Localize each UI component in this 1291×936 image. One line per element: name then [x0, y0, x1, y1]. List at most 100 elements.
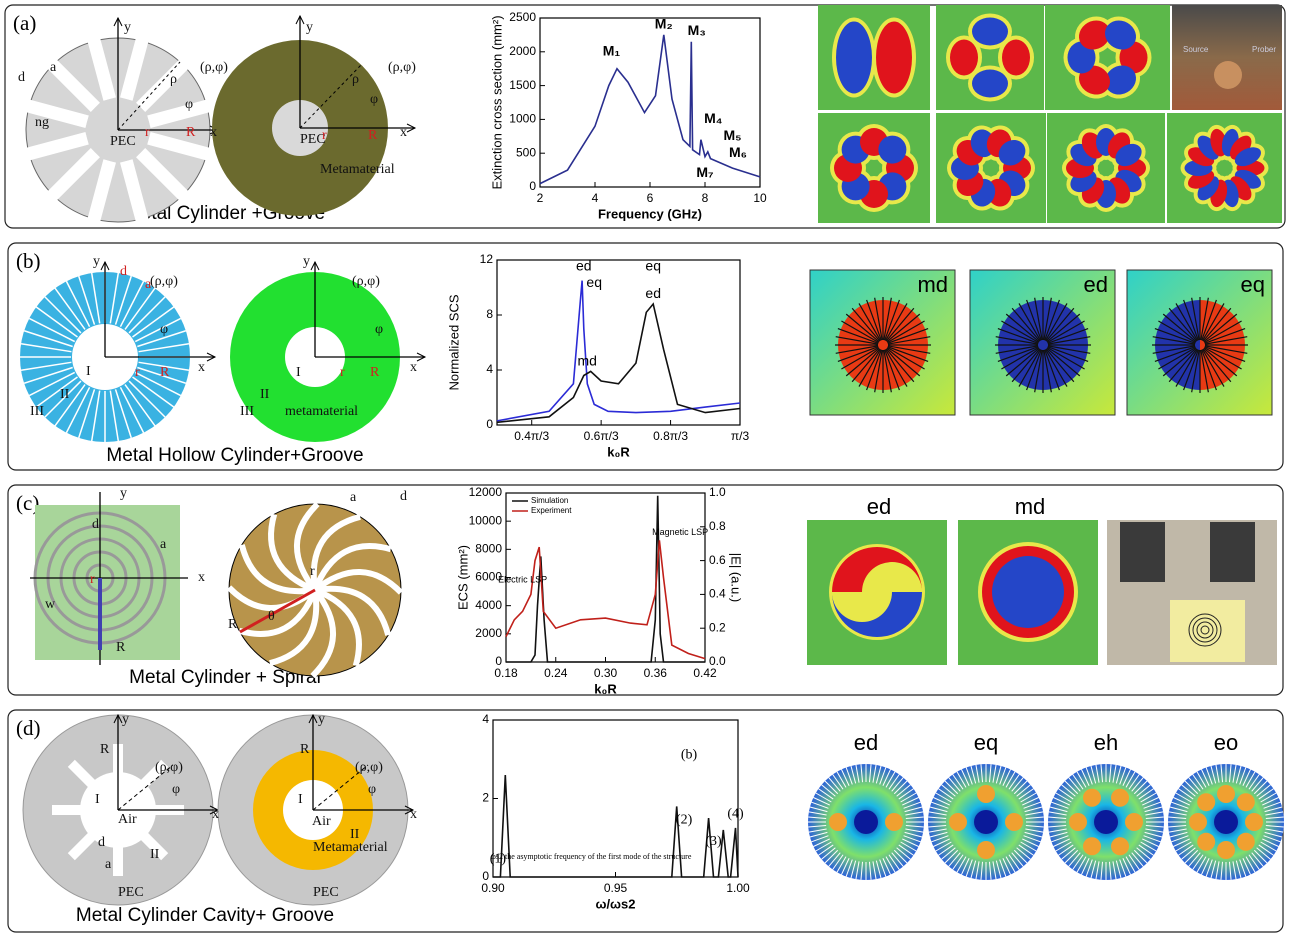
diagram-label: r [135, 365, 140, 380]
field-label: ed [1084, 272, 1108, 297]
field-lobe [1069, 813, 1087, 831]
field-label: eo [1214, 730, 1238, 755]
diagram-label: Metamaterial [313, 840, 388, 855]
field-lobe [950, 40, 978, 76]
diagram-label: I [298, 792, 303, 807]
field-lobe [972, 70, 1008, 98]
diagram-label: (ρ,φ) [352, 274, 380, 289]
annotation: (3) [705, 834, 722, 849]
x-tick-label: 4 [592, 191, 599, 205]
x-tick-label: 8 [702, 191, 709, 205]
diagram-label: (ρ,φ) [388, 60, 416, 75]
caption: Metal Cylinder Cavity+ Groove [76, 905, 334, 926]
field-core [974, 810, 998, 834]
diagram-label: y [124, 20, 131, 35]
field-lobe [1002, 40, 1030, 76]
annotation: M₁ [603, 43, 621, 59]
annotation: Electric LSP [498, 575, 547, 585]
x-tick-label: π/3 [731, 429, 750, 443]
field-lobe [1111, 789, 1129, 807]
y-tick-label: 0 [486, 417, 493, 431]
y2-tick-label: 0.8 [709, 519, 726, 533]
field-label: eq [974, 730, 998, 755]
diagram-label: x [410, 807, 417, 822]
field-lobe [1245, 813, 1263, 831]
x-tick-label: 0.6π/3 [584, 429, 619, 443]
diagram-label: metamaterial [285, 404, 358, 419]
x-axis-label: k₀R [594, 681, 617, 696]
diagram-label: R [186, 125, 196, 140]
field-lobe [1197, 833, 1215, 851]
diagram-label: x [198, 570, 205, 585]
diagram-label: r [322, 128, 327, 143]
diagram-label: φ [185, 97, 193, 112]
annotation: md [578, 352, 597, 368]
y-tick-label: 2 [482, 791, 489, 805]
field-label: ed [854, 730, 878, 755]
annotation: ed [645, 285, 661, 301]
x-axis-label: ω/ωs2 [595, 896, 635, 911]
diagram-label: III [240, 404, 254, 419]
diagram-label: r [145, 125, 150, 140]
field-lobe [1125, 813, 1143, 831]
x-tick-label: 0.36 [644, 666, 668, 680]
diagram-label: I [86, 364, 91, 379]
diagram-label: φ [172, 782, 180, 797]
diagram-label: a [50, 60, 57, 75]
diagram-label: II [150, 847, 160, 862]
diagram-label: II [260, 387, 270, 402]
figure: (a)(b)(c)(d)Metal Cylinder +GrooveMetal … [0, 0, 1291, 936]
photo [1172, 5, 1282, 110]
diagram-label: φ [160, 322, 168, 337]
x-tick-label: 10 [753, 191, 767, 205]
x-tick-label: 0.8π/3 [653, 429, 688, 443]
field-label: ed [867, 494, 891, 519]
diagram-label: a [350, 490, 357, 505]
y-tick-label: 1500 [509, 78, 536, 92]
diagram-label: ng [35, 115, 49, 130]
field-core [854, 810, 878, 834]
field-lobe [1217, 841, 1235, 859]
diagram-label: w [45, 597, 56, 612]
y-tick-label: 0 [495, 654, 502, 668]
field-lobe [1189, 813, 1207, 831]
diagram-label: y [306, 20, 313, 35]
annotation: (b) [681, 748, 698, 763]
legend-label: Simulation [531, 496, 568, 505]
field-core [1094, 810, 1118, 834]
diagram-label: r [340, 365, 345, 380]
diagram-label: R [116, 640, 126, 655]
field-lobe [1237, 833, 1255, 851]
y-tick-label: 0 [529, 179, 536, 193]
diagram-label: x [400, 125, 407, 140]
diagram-label: y [120, 486, 127, 501]
y2-axis-label: |E| (a.u.) [729, 553, 744, 602]
diagram-label: r [90, 572, 95, 587]
diagram-label: y [303, 254, 310, 269]
diagram-label: PEC [110, 134, 136, 149]
series-line [497, 281, 740, 421]
y2-tick-label: 0.6 [709, 553, 726, 567]
diagram-label: (ρ,φ) [200, 60, 228, 75]
y-tick-label: 0 [482, 869, 489, 883]
y-tick-label: 4000 [475, 598, 502, 612]
field-label: md [1015, 494, 1046, 519]
annotation: ed [576, 258, 592, 274]
y-tick-label: 8 [486, 307, 493, 321]
annotation: (2) [676, 812, 693, 827]
x-tick-label: 0.18 [494, 666, 518, 680]
diagram-label: d [98, 835, 105, 850]
photo-probe [1120, 522, 1165, 582]
field-lobe [949, 813, 967, 831]
y-tick-label: 4 [482, 712, 489, 726]
plot-frame [497, 260, 740, 425]
y-tick-label: 1000 [509, 112, 536, 126]
field-lobe [876, 22, 912, 94]
diagram-label: θ [268, 609, 275, 624]
field-lobe [836, 22, 872, 94]
diagram-label: R [160, 365, 170, 380]
diagram-label: d [120, 264, 127, 279]
y-axis-label: ECS (mm²) [455, 545, 470, 610]
annotation: M₃ [688, 22, 706, 38]
panel-label: (d) [16, 716, 41, 740]
